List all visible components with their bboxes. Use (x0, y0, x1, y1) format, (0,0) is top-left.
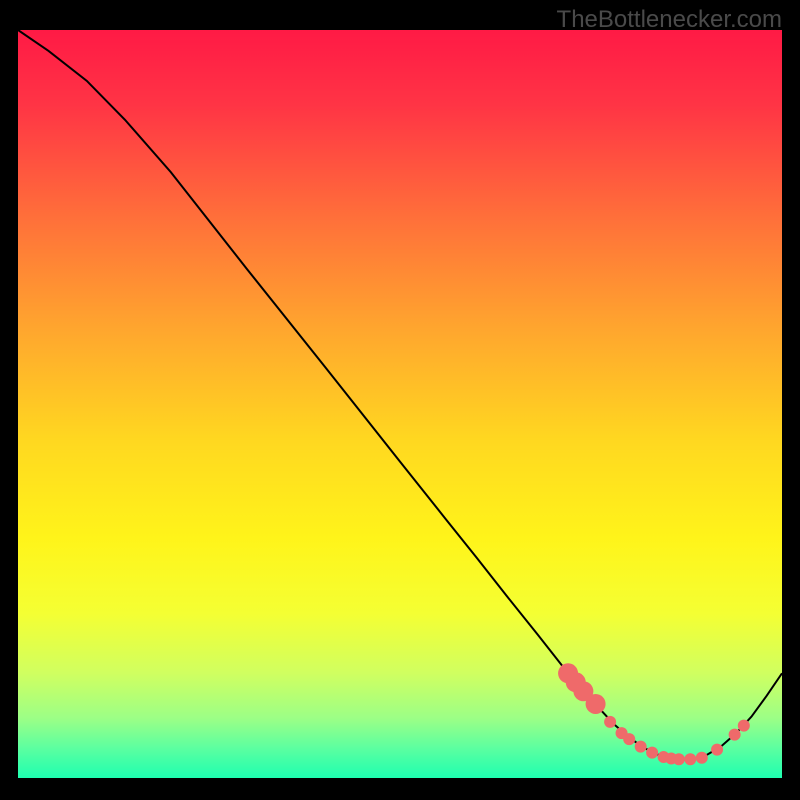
bottleneck-chart (18, 30, 782, 778)
marker-dot (696, 752, 708, 764)
marker-dot (673, 753, 685, 765)
marker-dot (729, 729, 741, 741)
marker-dot (646, 747, 658, 759)
marker-dot (623, 733, 635, 745)
watermark-text: TheBottlenecker.com (557, 6, 782, 34)
marker-dot (711, 744, 723, 756)
chart-background (18, 30, 782, 778)
chart-container (18, 30, 782, 778)
marker-dot (604, 716, 616, 728)
marker-dot (635, 741, 647, 753)
marker-dot (738, 720, 750, 732)
marker-dot (586, 694, 606, 714)
marker-dot (684, 753, 696, 765)
